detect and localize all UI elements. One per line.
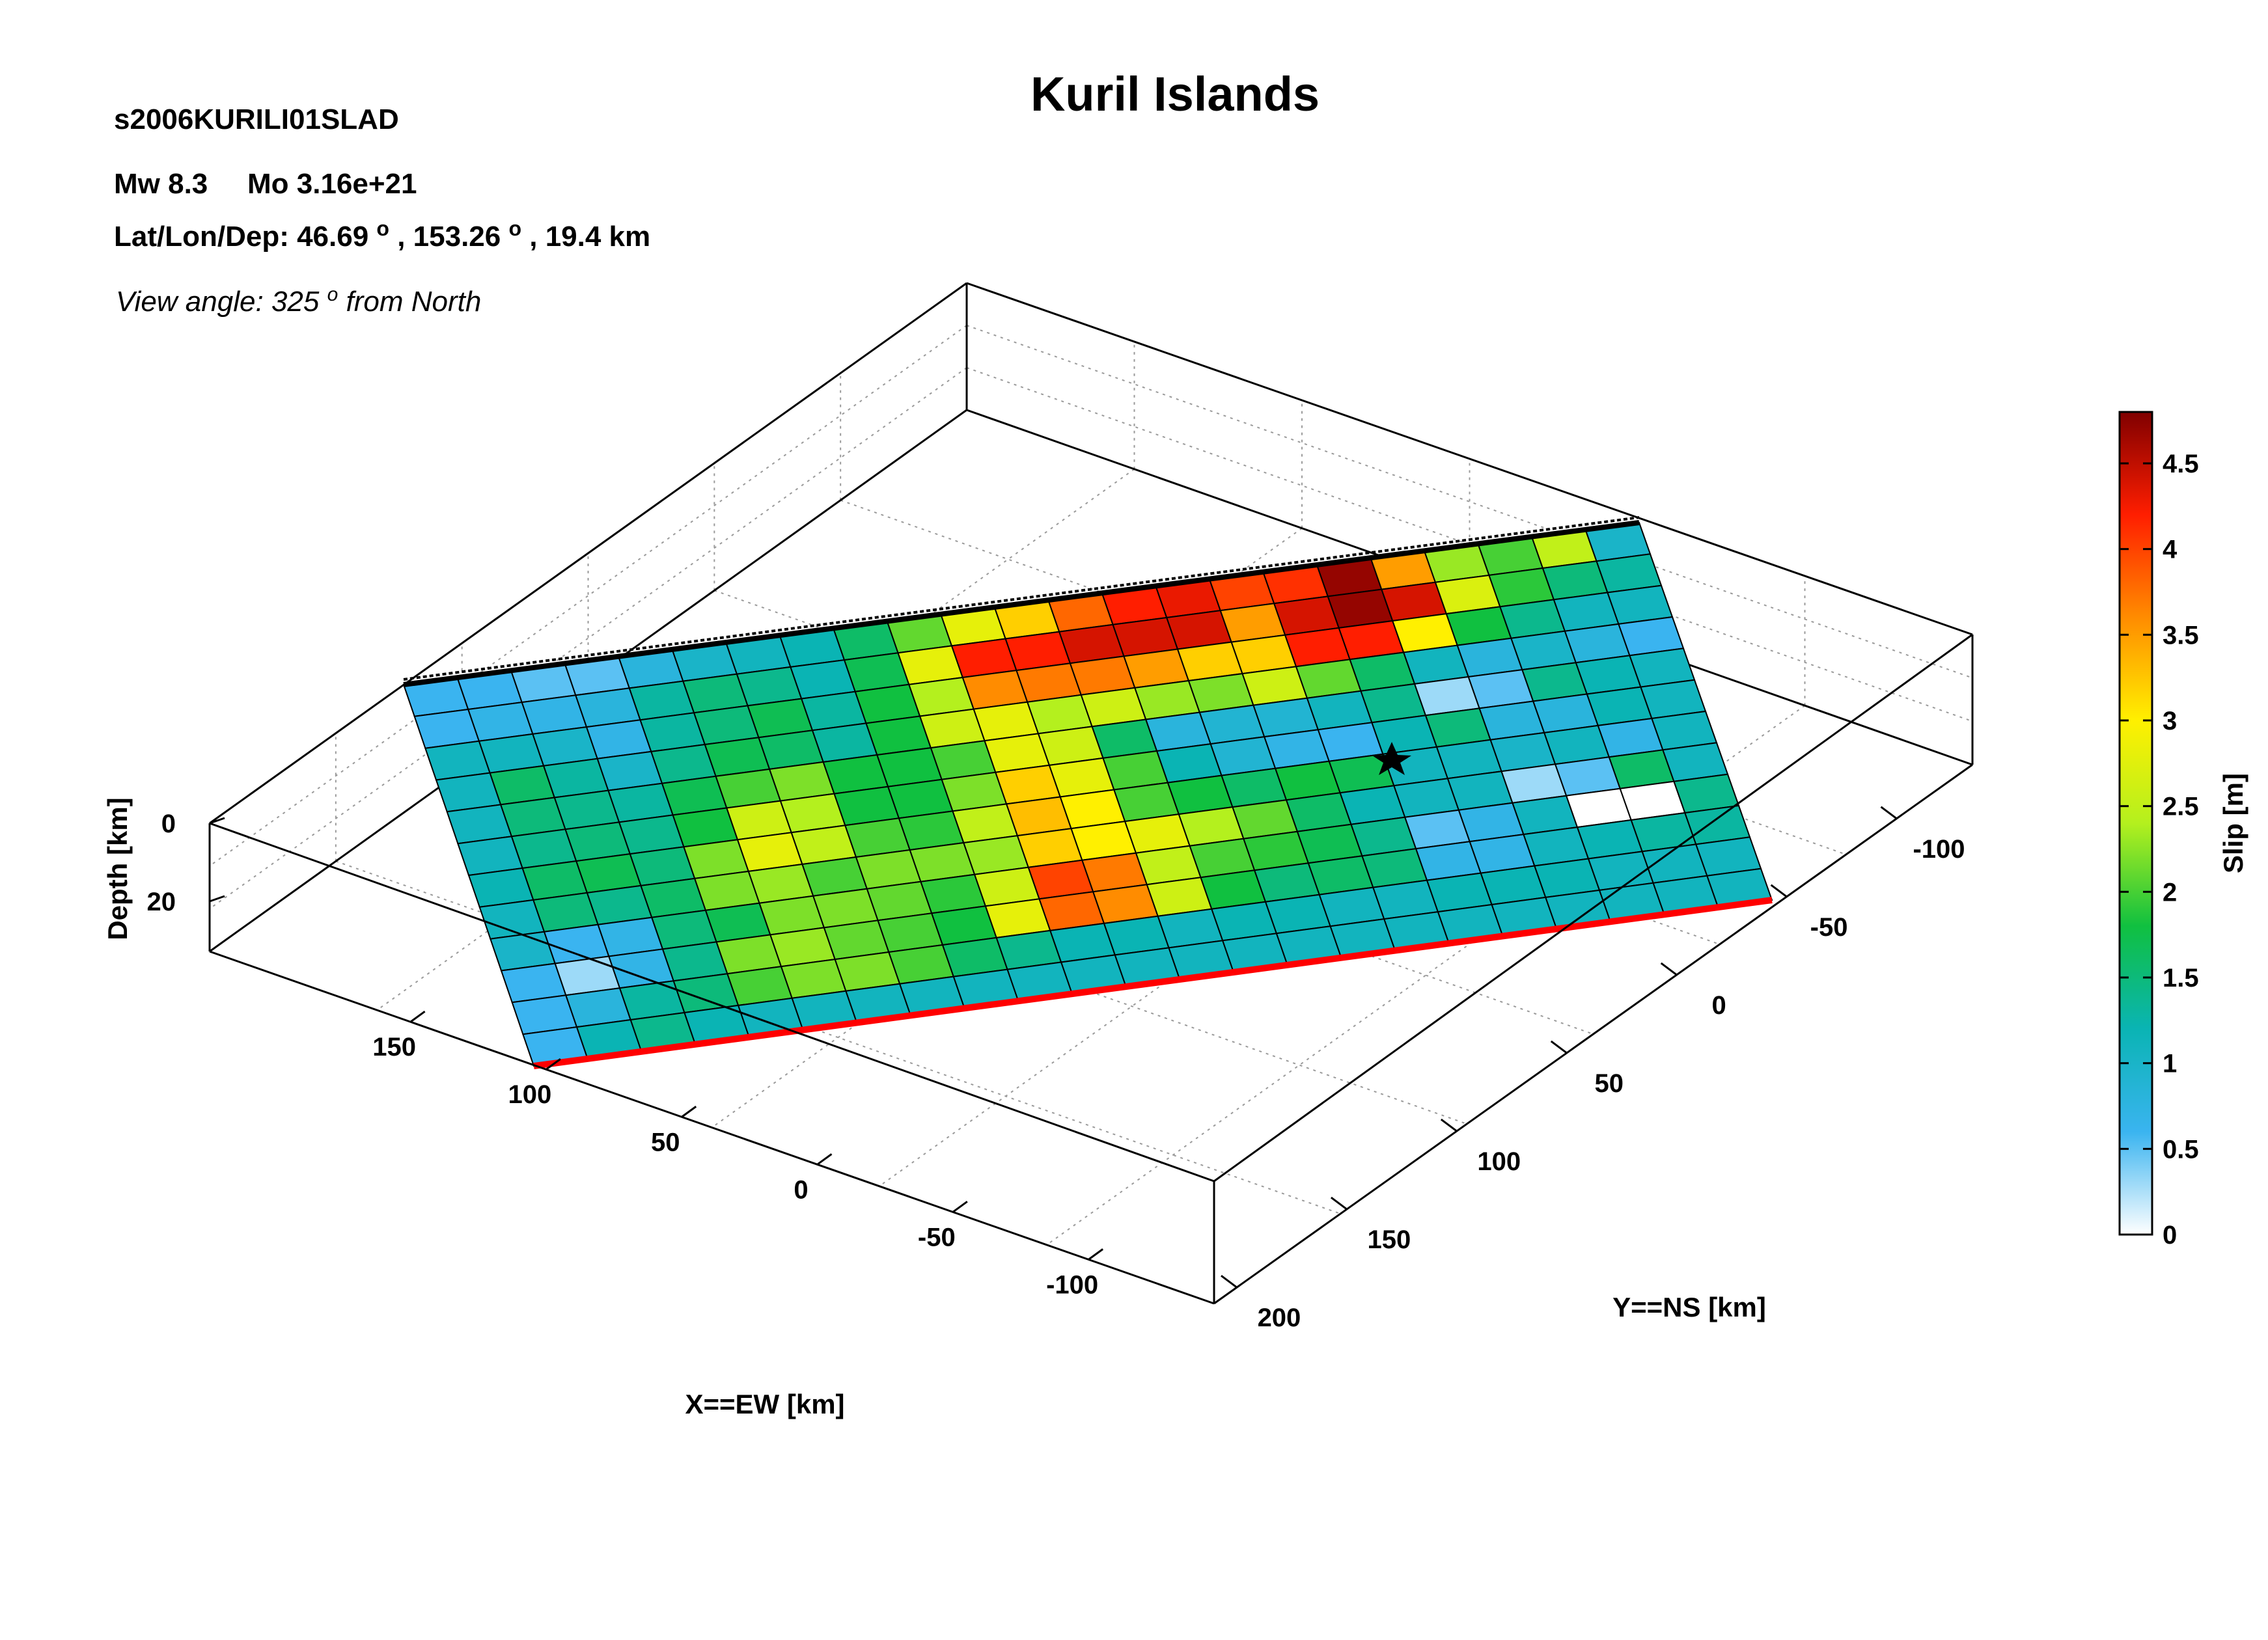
colorbar-tick-label: 1 <box>2163 1050 2177 1078</box>
y-tick-mark <box>1880 806 1898 820</box>
fault-top-edge-dashed <box>403 516 1640 681</box>
y-tick-label: 50 <box>1594 1069 1624 1098</box>
x-axis-label: X==EW [km] <box>685 1389 844 1419</box>
y-axis-label: Y==NS [km] <box>1612 1292 1766 1322</box>
view-angle-suffix: from North <box>346 286 481 318</box>
box-edge <box>209 822 1215 1182</box>
z-axis-ticks: 0 20 <box>147 810 225 916</box>
colorbar-ticks: 0 0.5 1 1.5 2 2.5 3 3.5 4 4.5 <box>2120 450 2199 1250</box>
y-tick-label: -100 <box>1913 835 1965 864</box>
colorbar-tick-label: 3.5 <box>2163 621 2199 649</box>
colorbar <box>2118 411 2153 1236</box>
colorbar-label: Slip [m] <box>2218 773 2248 873</box>
colorbar-tick-label: 4.5 <box>2163 450 2199 478</box>
wall-gridline <box>966 325 1973 679</box>
axes-front-edges <box>208 633 1974 1305</box>
chart-title: Kuril Islands <box>1030 67 1320 121</box>
fault-plane <box>402 521 1773 1067</box>
colorbar-tick-label: 0 <box>2163 1221 2177 1250</box>
view-degree-mark: o <box>327 284 339 305</box>
x-tick-mark <box>546 1058 561 1071</box>
y-tick-label: 100 <box>1477 1147 1521 1176</box>
y-tick-mark <box>1660 962 1678 976</box>
colorbar-tick-label: 4 <box>2163 536 2178 564</box>
x-tick-label: 0 <box>794 1175 808 1204</box>
x-tick-mark <box>681 1106 697 1118</box>
z-axis-label: Depth [km] <box>102 797 133 940</box>
x-tick-label: 100 <box>508 1080 552 1109</box>
y-tick-mark <box>1440 1118 1458 1132</box>
wall-gridline <box>209 367 967 910</box>
colorbar-tick-label: 2.5 <box>2163 793 2199 821</box>
x-tick-label: -50 <box>918 1223 956 1251</box>
x-tick-label: -100 <box>1046 1270 1098 1299</box>
y-tick-mark <box>1550 1040 1568 1054</box>
colorbar-tick-label: 2 <box>2163 878 2177 907</box>
view-angle-label: View angle: 325 o from North <box>116 275 481 318</box>
colorbar-tick-label: 0.5 <box>2163 1135 2199 1164</box>
y-tick-label: 0 <box>1712 991 1726 1020</box>
box-edge <box>966 282 1973 636</box>
degree-mark-2: o <box>508 217 521 240</box>
z-tick-label: 0 <box>161 810 176 838</box>
x-tick-mark <box>409 1010 426 1023</box>
degree-mark-1: o <box>376 217 389 240</box>
y-tick-label: 200 <box>1258 1304 1301 1332</box>
z-tick-mark <box>209 817 225 825</box>
box-edge <box>209 950 1215 1305</box>
x-tick-label: 150 <box>372 1033 416 1061</box>
box-edge <box>1213 633 1973 1182</box>
fault-top-edge <box>403 520 1640 687</box>
moment-label: Mo 3.16e+21 <box>247 168 417 200</box>
location-lat: Lat/Lon/Dep: 46.69 <box>114 221 368 253</box>
colorbar-tick-label: 1.5 <box>2163 964 2199 992</box>
event-id: s2006KURILI01SLAD <box>114 103 399 135</box>
x-tick-mark <box>952 1201 968 1213</box>
y-tick-label: 150 <box>1368 1225 1411 1254</box>
x-tick-mark <box>816 1153 833 1166</box>
wall-gridline <box>966 367 1973 722</box>
floor-gridline <box>1046 705 1806 1246</box>
box-edge <box>1213 763 1973 1305</box>
wall-gridline <box>209 325 967 867</box>
x-tick-label: 50 <box>651 1128 680 1156</box>
colorbar-tick-label: 3 <box>2163 707 2177 735</box>
magnitude-label: Mw 8.3 <box>114 168 208 200</box>
y-tick-mark <box>1770 884 1788 898</box>
x-tick-mark <box>1088 1248 1104 1261</box>
x-axis-ticks: 150 100 50 0 -50 -100 <box>372 1010 1104 1299</box>
location-depth: , 19.4 km <box>529 221 650 253</box>
y-tick-mark <box>1330 1196 1348 1210</box>
hypocenter-star-icon <box>1372 742 1411 775</box>
floor-gridline <box>335 860 1341 1214</box>
location-lon: , 153.26 <box>397 221 501 253</box>
z-tick-label: 20 <box>147 888 176 916</box>
y-axis-ticks: -100 -50 0 50 100 150 200 <box>1221 806 1965 1332</box>
z-tick-mark <box>209 895 225 903</box>
hypocenter-location: Lat/Lon/Dep: 46.69 o , 153.26 o , 19.4 k… <box>114 210 650 253</box>
box-edge <box>209 282 967 825</box>
y-tick-label: -50 <box>1810 913 1848 942</box>
y-tick-mark <box>1221 1274 1238 1289</box>
view-angle-value: View angle: 325 <box>116 286 320 318</box>
